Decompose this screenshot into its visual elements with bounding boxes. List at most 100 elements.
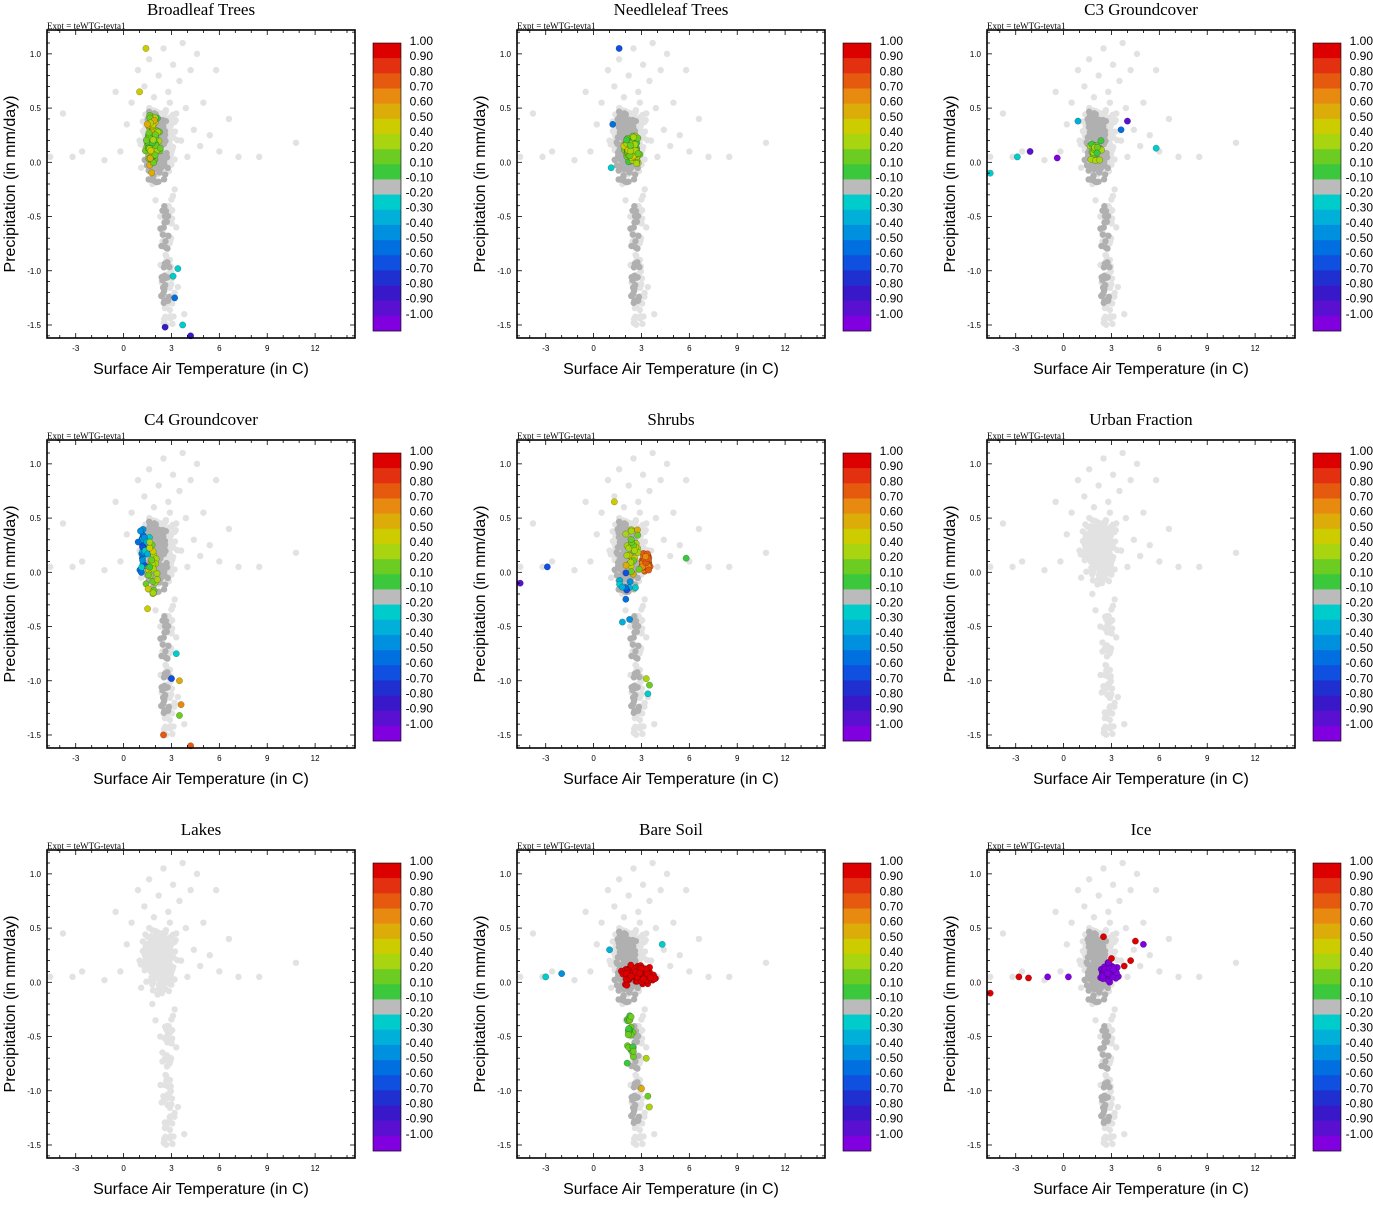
grey-point bbox=[163, 275, 169, 281]
background-point bbox=[1076, 547, 1082, 553]
grey-point bbox=[160, 290, 166, 296]
colorbar-label: 0.70 bbox=[880, 489, 904, 503]
background-point bbox=[630, 455, 636, 461]
y-tick-label: 0.0 bbox=[500, 568, 512, 577]
colorbar-swatch bbox=[373, 88, 401, 103]
background-point bbox=[79, 558, 85, 564]
background-point bbox=[112, 499, 118, 505]
colorbar-label: -0.30 bbox=[876, 201, 904, 215]
x-axis-label: Surface Air Temperature (in C) bbox=[1033, 361, 1249, 378]
colorbar-label: 0.10 bbox=[880, 155, 904, 169]
background-point bbox=[184, 564, 190, 570]
background-point bbox=[1102, 252, 1108, 258]
background-point bbox=[1110, 472, 1116, 478]
background-point bbox=[138, 165, 144, 171]
colorbar-swatch bbox=[843, 650, 871, 665]
data-point bbox=[624, 552, 630, 558]
background-point bbox=[151, 504, 157, 510]
background-point bbox=[1110, 62, 1116, 68]
background-point bbox=[1107, 709, 1113, 715]
colorbar-swatch bbox=[1313, 210, 1341, 225]
colorbar-label: -0.90 bbox=[876, 702, 904, 716]
colorbar-swatch bbox=[843, 635, 871, 650]
x-tick-label: 9 bbox=[265, 344, 270, 353]
background-point bbox=[173, 634, 179, 640]
colorbar-swatch bbox=[843, 301, 871, 316]
colorbar-label: 0.50 bbox=[410, 110, 434, 124]
background-point bbox=[1068, 509, 1074, 515]
background-point bbox=[170, 62, 176, 68]
grey-point bbox=[1105, 165, 1111, 171]
colorbar-label: -0.20 bbox=[406, 186, 434, 200]
background-point bbox=[639, 207, 645, 213]
x-tick-label: 3 bbox=[1109, 754, 1114, 763]
x-tick-label: -3 bbox=[542, 754, 550, 763]
background-point bbox=[598, 509, 604, 515]
background-point bbox=[1078, 165, 1084, 171]
background-point bbox=[763, 140, 769, 146]
colorbar-swatch bbox=[373, 270, 401, 285]
data-point bbox=[643, 675, 649, 681]
background-point bbox=[176, 488, 182, 494]
background-point bbox=[1102, 662, 1108, 668]
data-point bbox=[176, 678, 182, 684]
colorbar-swatch bbox=[373, 453, 401, 468]
data-point bbox=[1153, 145, 1159, 151]
background-point bbox=[1175, 154, 1181, 160]
background-point bbox=[183, 515, 189, 521]
data-point bbox=[144, 121, 150, 127]
background-point bbox=[705, 154, 711, 160]
background-point bbox=[1140, 509, 1146, 515]
x-axis-label: Surface Air Temperature (in C) bbox=[563, 361, 779, 378]
background-point bbox=[69, 564, 75, 570]
colorbar-label: 0.20 bbox=[1350, 550, 1373, 564]
colorbar-swatch bbox=[843, 483, 871, 498]
colorbar-swatch bbox=[1313, 529, 1341, 544]
colorbar-label: 0.70 bbox=[410, 489, 434, 503]
colorbar-label: -0.10 bbox=[1346, 170, 1373, 184]
background-point bbox=[1052, 89, 1058, 95]
grey-point bbox=[1101, 176, 1107, 182]
background-point bbox=[1196, 154, 1202, 160]
x-tick-label: 6 bbox=[217, 754, 222, 763]
background-point bbox=[1101, 320, 1107, 326]
colorbar-label: 1.00 bbox=[410, 444, 434, 458]
data-point bbox=[171, 295, 177, 301]
data-point bbox=[642, 553, 648, 559]
background-point bbox=[184, 154, 190, 160]
plot-frame bbox=[517, 440, 825, 748]
background-point bbox=[1091, 504, 1097, 510]
background-point bbox=[173, 224, 179, 230]
y-tick-label: 0.0 bbox=[500, 158, 512, 167]
background-point bbox=[621, 94, 627, 100]
colorbar-swatch bbox=[1313, 665, 1341, 680]
y-axis-label: Precipitation (in mm/day) bbox=[2, 506, 19, 683]
background-point bbox=[47, 154, 53, 160]
x-tick-label: 0 bbox=[591, 344, 596, 353]
colorbar-label: -0.60 bbox=[876, 656, 904, 670]
data-point bbox=[544, 564, 550, 570]
colorbar-swatch bbox=[373, 635, 401, 650]
grey-point bbox=[164, 628, 170, 634]
background-point bbox=[598, 99, 604, 105]
x-tick-label: 12 bbox=[781, 754, 790, 763]
data-point bbox=[1098, 138, 1104, 144]
colorbar-label: -0.80 bbox=[1346, 277, 1373, 291]
x-tick-label: 12 bbox=[311, 754, 320, 763]
background-point bbox=[146, 925, 152, 931]
colorbar-swatch bbox=[1313, 270, 1341, 285]
background-point bbox=[571, 567, 577, 573]
data-point bbox=[146, 545, 152, 551]
data-point bbox=[634, 532, 640, 538]
background-point bbox=[112, 89, 118, 95]
background-point bbox=[1111, 294, 1117, 300]
colorbar-label: 0.70 bbox=[880, 79, 904, 93]
colorbar-label: -0.20 bbox=[1346, 596, 1373, 610]
colorbar-label: 0.50 bbox=[880, 520, 904, 534]
colorbar-label: -0.40 bbox=[406, 216, 434, 230]
background-point bbox=[1103, 531, 1109, 537]
background-point bbox=[1104, 613, 1110, 619]
background-point bbox=[171, 596, 177, 602]
background-point bbox=[1078, 575, 1084, 581]
colorbar-label: 0.90 bbox=[880, 49, 904, 63]
